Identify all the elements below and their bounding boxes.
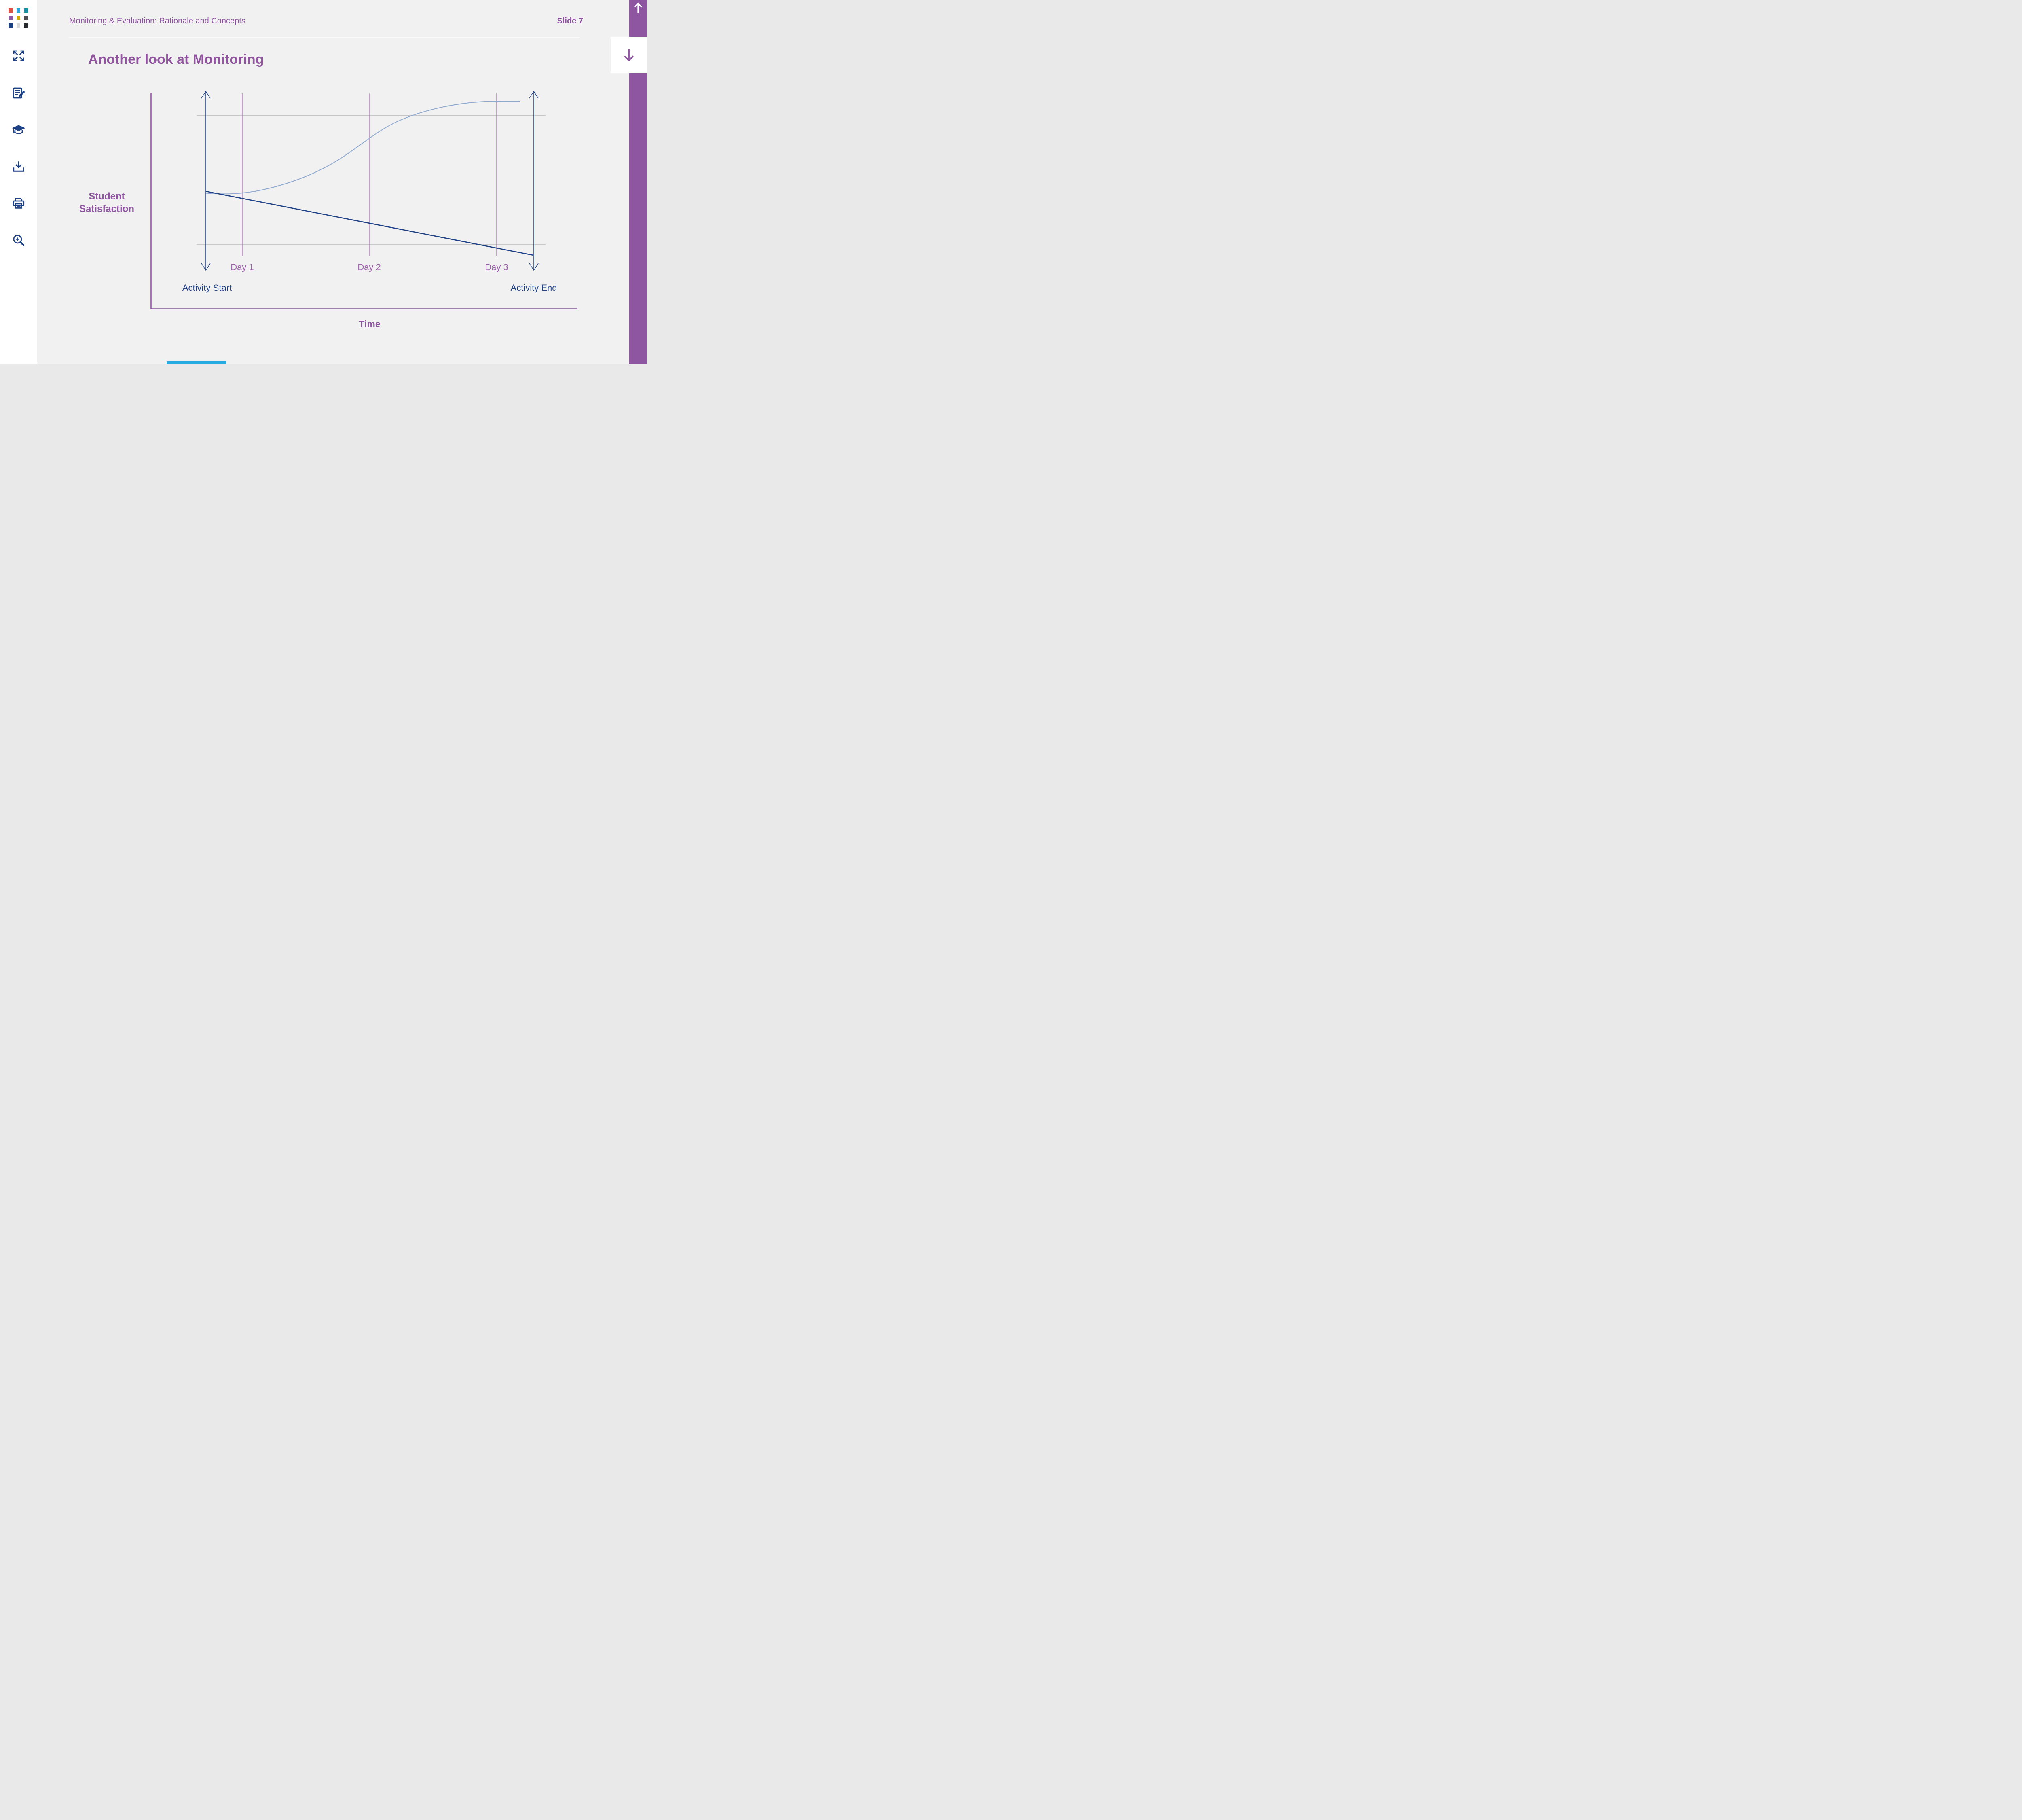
y-axis-label: Student Satisfaction <box>79 191 135 214</box>
slide-number: Slide 7 <box>557 17 583 25</box>
scroll-up-button[interactable] <box>629 0 647 19</box>
slide-title: Another look at Monitoring <box>88 52 264 67</box>
activity-end-arrow <box>529 91 539 271</box>
logo <box>9 8 28 28</box>
logo-square <box>9 8 13 13</box>
sidebar <box>0 0 37 364</box>
zoom-in-button[interactable] <box>11 233 26 248</box>
logo-square <box>16 8 20 13</box>
activity-start-label: Activity Start <box>182 283 232 293</box>
notes-icon <box>13 87 25 99</box>
logo-square <box>16 16 20 20</box>
download-button[interactable] <box>11 159 26 174</box>
printer-icon <box>13 198 25 209</box>
logo-square <box>9 23 13 28</box>
logo-square <box>9 16 13 20</box>
tick-label-day3: Day 3 <box>485 262 508 272</box>
education-button[interactable] <box>11 123 26 137</box>
tick-label-day1: Day 1 <box>231 262 254 272</box>
down-arrow-icon <box>624 49 634 62</box>
download-icon <box>13 161 24 172</box>
series-rising-curve <box>205 100 520 195</box>
logo-square <box>24 8 28 13</box>
fullscreen-button[interactable] <box>11 49 26 63</box>
up-arrow-icon <box>634 2 642 13</box>
player-progress-bar[interactable] <box>167 361 226 364</box>
activity-end-label: Activity End <box>510 283 557 293</box>
zoom-in-icon <box>13 235 25 246</box>
header-divider <box>69 37 580 38</box>
x-axis-label: Time <box>359 319 381 329</box>
course-title: Monitoring & Evaluation: Rationale and C… <box>69 17 245 25</box>
graduation-cap-icon <box>12 125 25 134</box>
notes-button[interactable] <box>11 86 26 100</box>
logo-square <box>24 23 28 28</box>
series-declining-line <box>205 190 534 256</box>
logo-square <box>24 16 28 20</box>
print-button[interactable] <box>11 196 26 211</box>
fullscreen-icon <box>13 50 24 61</box>
logo-square <box>16 23 20 28</box>
elearning-player: Monitoring & Evaluation: Rationale and C… <box>0 0 647 364</box>
tick-label-day2: Day 2 <box>357 262 381 272</box>
activity-start-arrow <box>201 91 211 271</box>
scroll-down-button[interactable] <box>611 37 647 73</box>
